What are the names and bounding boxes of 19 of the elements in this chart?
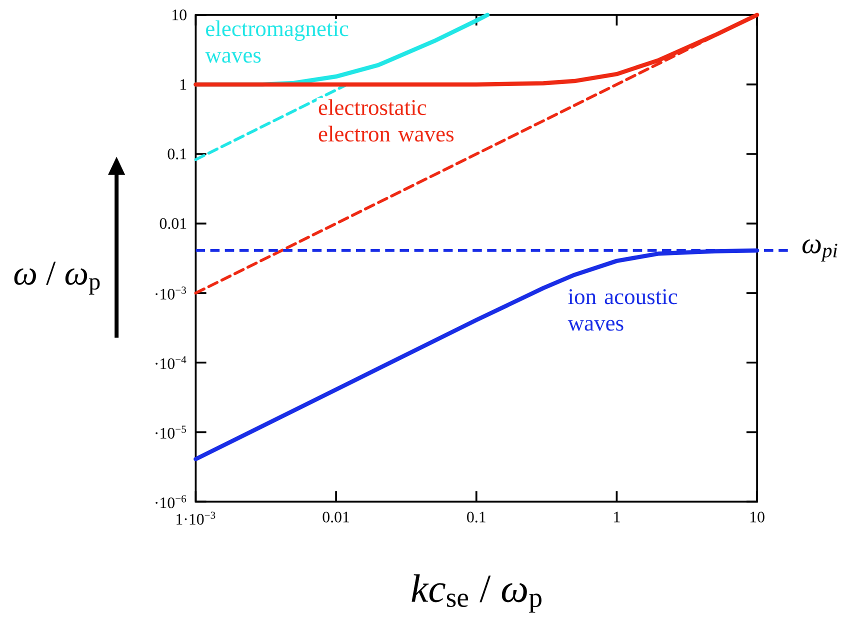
- y-tick-label: ·10$^{−3}$: [156, 286, 186, 300]
- x-tick-label: 0.01: [322, 512, 350, 523]
- x-tick-label: 10: [750, 512, 764, 522]
- y-tick-label: 0.1: [168, 148, 186, 160]
- annotation: electrostatic electron waves: [318, 99, 454, 142]
- annotation: ion acoustic waves: [568, 289, 678, 331]
- x-axis-title: kc$_{se}$ / ω$_{p}$: [412, 574, 542, 613]
- ref-line-label: ω$_{pi}$: [802, 239, 838, 262]
- y-tick-label: ·10$^{−6}$: [156, 495, 186, 508]
- y-tick-label: 0.01: [160, 218, 186, 230]
- y-tick-label: 10: [172, 10, 186, 20]
- x-tick-label: 0.1: [467, 512, 486, 523]
- x-tick-label: 1: [614, 512, 620, 522]
- y-axis-title: ω / ω$_{p}$: [14, 262, 100, 295]
- annotation: electromagnetic waves: [205, 20, 348, 63]
- y-tick-label: ·10$^{−5}$: [156, 426, 186, 439]
- y-tick-label: ·10$^{−4}$: [156, 356, 186, 370]
- y-tick-label: 1: [180, 79, 186, 90]
- x-tick-label: 1·10$^{−3}$: [176, 512, 216, 525]
